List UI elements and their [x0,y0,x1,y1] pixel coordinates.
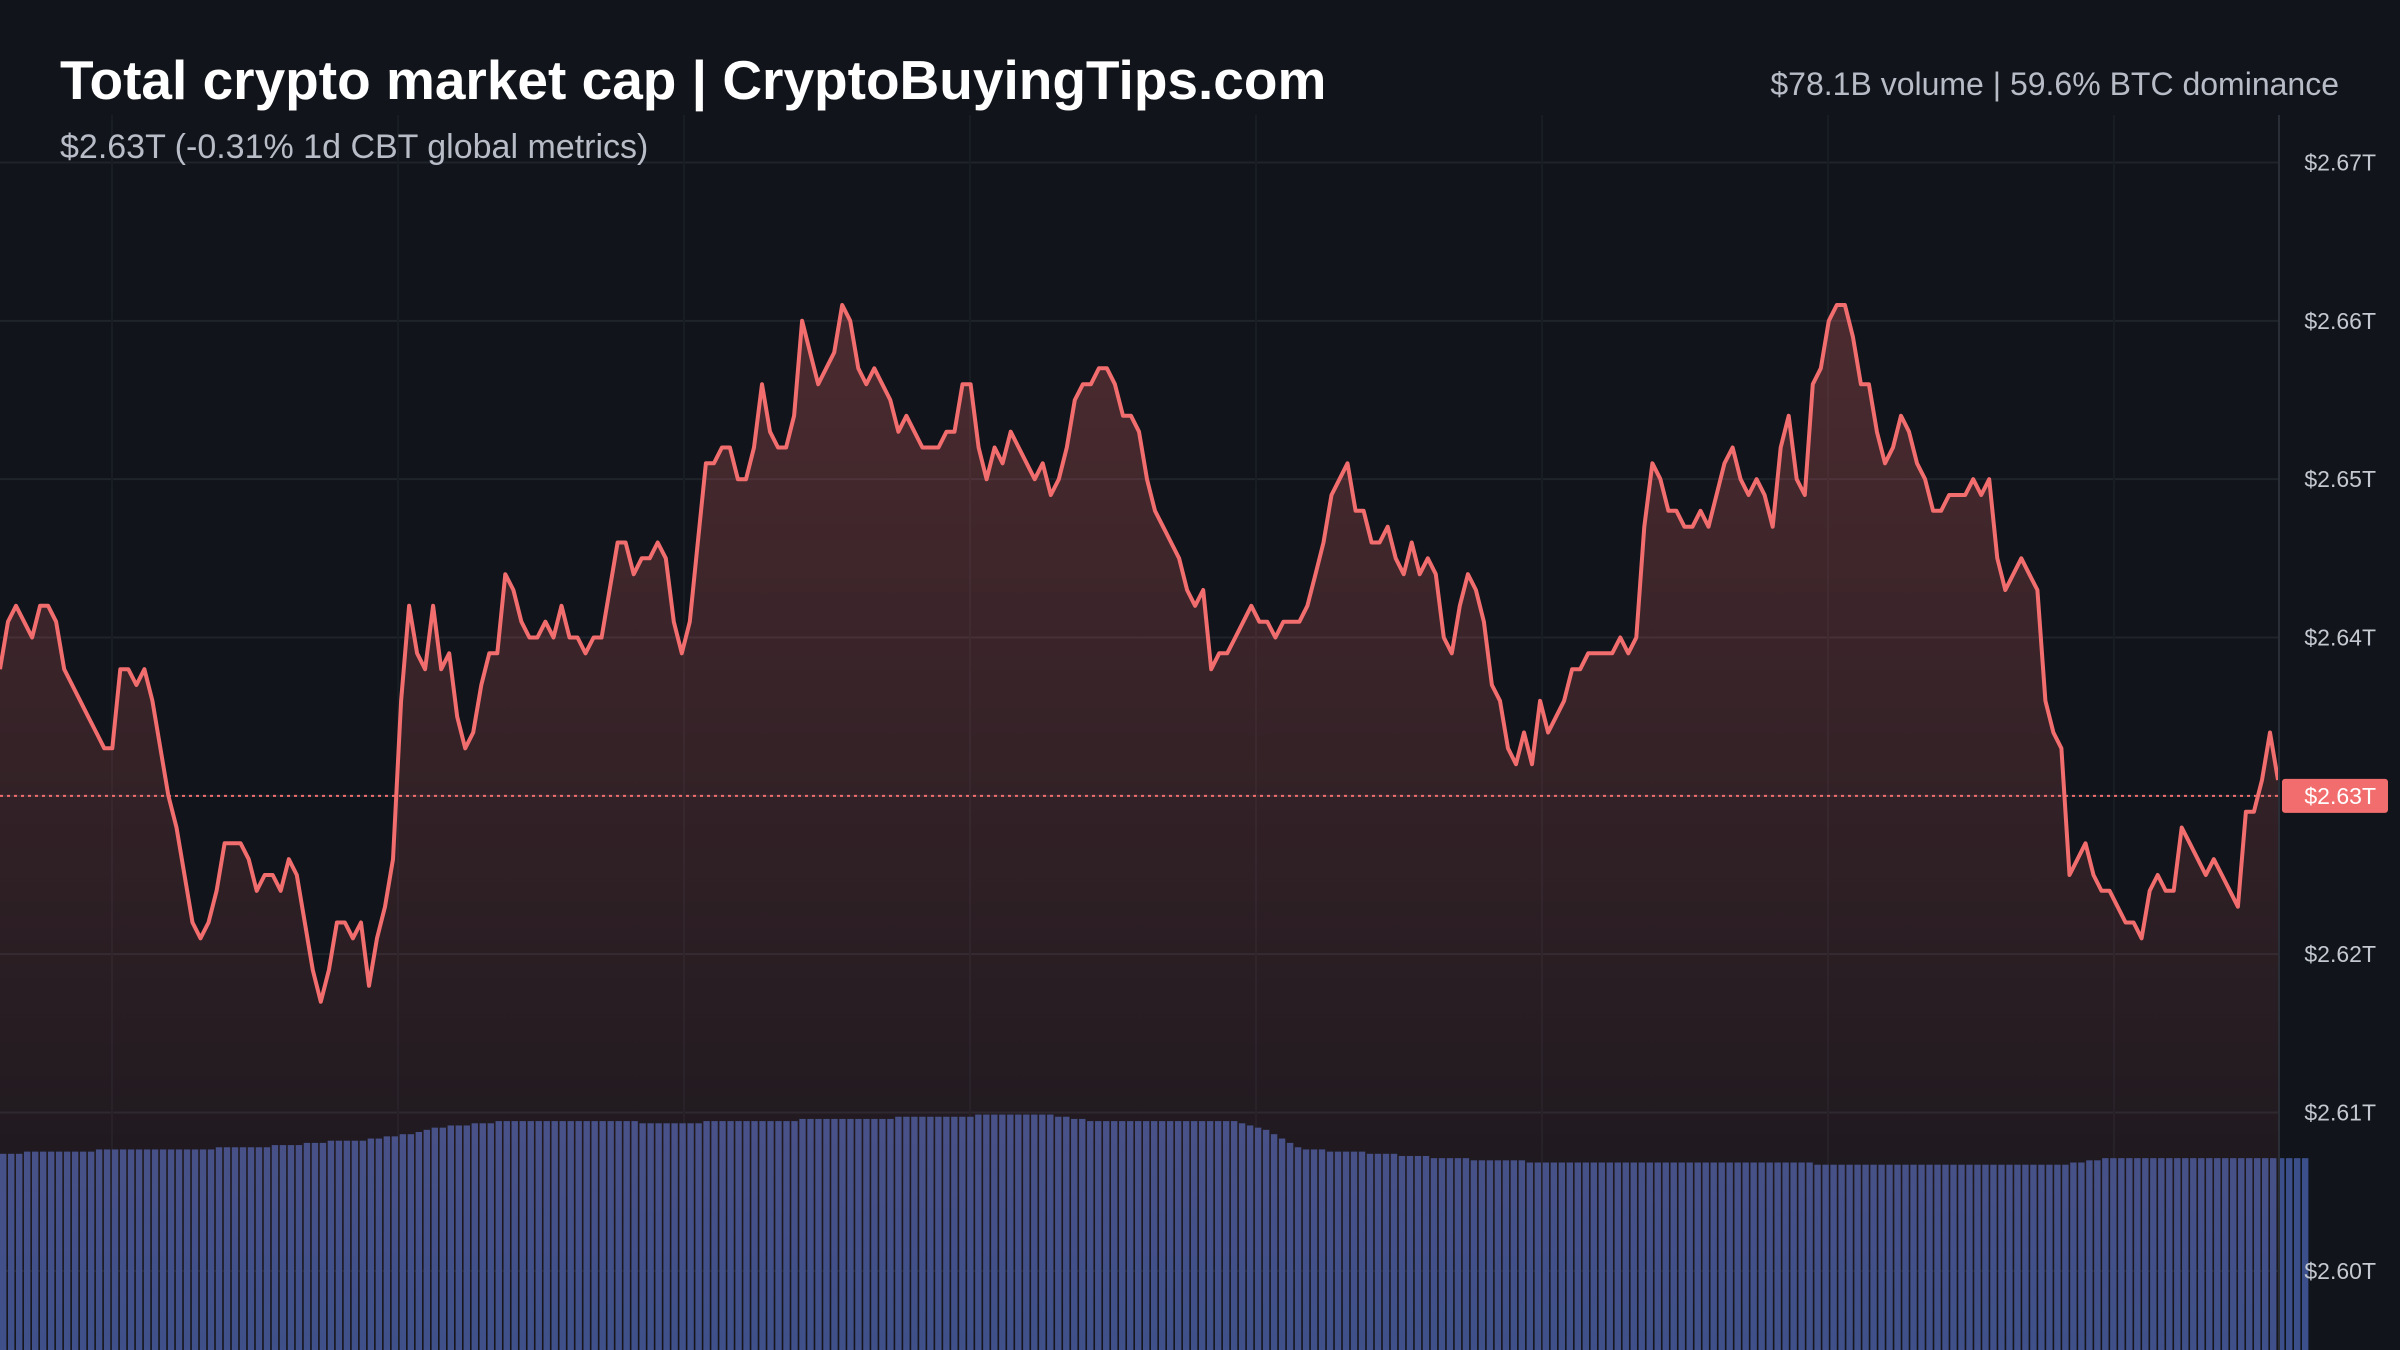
y-tick-label: $2.66T [2304,308,2376,334]
y-axis: $2.60T $2.61T $2.62T $2.63T $2.64T $2.65T $2.6… [2278,115,2376,1350]
volume-bar [2285,1158,2293,1350]
y-tick-label: $2.67T [2304,150,2376,176]
volume-dominance-stats: $78.1B volume | 59.6% BTC dominance [1770,66,2339,102]
volume-bar [2278,1158,2285,1350]
market-cap-area-fill [0,305,2278,1350]
y-tick-label: $2.60T [2304,1258,2376,1284]
current-price-tag: $2.63T [2282,778,2388,813]
page-title: Total crypto market cap | CryptoBuyingTi… [60,49,1327,111]
current-price-label: $2.63T [2304,783,2376,809]
volume-bar [2301,1158,2309,1350]
y-tick-label: $2.65T [2304,466,2376,492]
y-tick-label: $2.62T [2304,941,2376,967]
market-cap-line [0,303,2280,1004]
page-subtitle: $2.63T (-0.31% 1d CBT global metrics) [60,128,649,166]
y-tick-label: $2.64T [2304,625,2376,651]
y-tick-label: $2.61T [2304,1100,2376,1126]
volume-bar [2293,1158,2301,1350]
